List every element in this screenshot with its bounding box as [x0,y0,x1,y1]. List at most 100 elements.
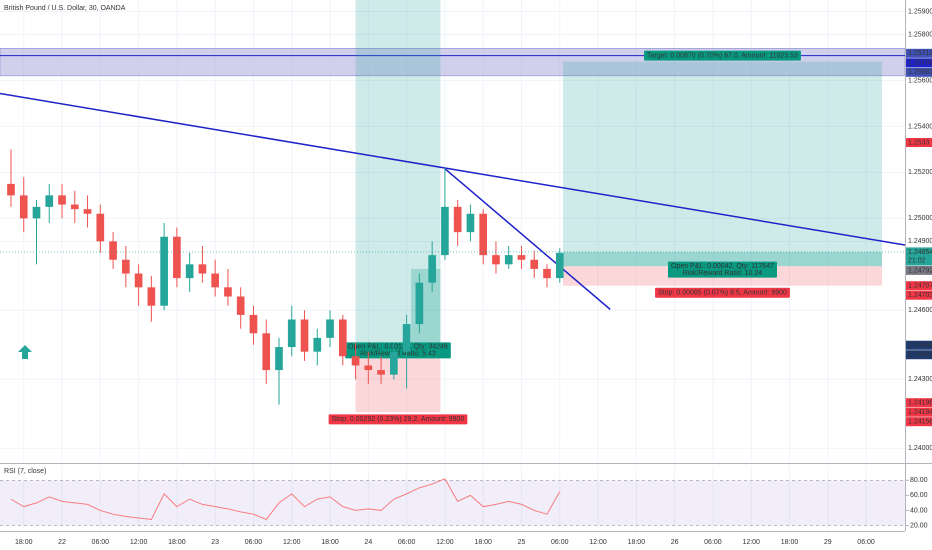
candle-body [377,370,385,375]
x-tick-label: 06:00 [398,539,416,546]
price-tag [906,407,932,417]
x-tick-label: 06:00 [245,539,263,546]
x-tick-label: 06:00 [551,539,569,546]
y-tick-label: 1.24600 [908,307,932,314]
open-pnl-area [411,268,441,347]
trend-line [444,168,611,310]
arrow-icon[interactable] [18,345,32,359]
candle-body [70,204,79,210]
position-label-box [667,261,778,278]
rsi-tick-label: 20.00 [910,522,928,529]
x-tick-label: 18:00 [15,539,33,546]
candle-body [198,264,207,274]
candle-body [211,273,220,288]
price-tag [906,265,932,275]
position-label: Risk/Reward Ratio: 5.43 [360,351,436,358]
position-label: Risk/Reward Ratio: 10.24 [683,270,762,277]
y-tick-label: 1.24300 [908,376,932,383]
countdown-label: 21:02 [908,257,926,264]
y-tick-label: 1.25600 [908,77,932,84]
x-tick-label: 18:00 [628,539,646,546]
candle-body [96,213,105,242]
candle-body [441,206,449,256]
target-area [355,0,441,347]
candle-body [428,255,436,283]
rsi-tick-label: 80.00 [910,477,928,484]
x-tick-label: 12:00 [742,539,760,546]
price-tag [906,290,932,300]
y-tick-label: 1.24900 [908,238,932,245]
price-tag-label: 1.24198 [908,400,932,407]
candle-body [224,287,232,297]
candle-body [185,264,194,279]
x-tick-label: 25 [518,539,526,546]
position-label: Open P&L: 0.00126, Qty: 34246 [348,344,448,351]
position-label-box [345,342,451,359]
y-tick-label: 1.25900 [908,8,932,15]
candle-body [530,259,539,269]
candle-body [338,319,347,357]
candle-body [122,259,130,274]
candle-body [109,241,117,260]
x-tick-label: 26 [671,539,679,546]
x-tick-label: 12:00 [130,539,148,546]
candle-body [236,296,245,315]
target-area [562,61,883,267]
y-tick-label: 1.25400 [908,123,932,130]
candle-body [504,255,513,265]
candle-body [147,287,156,306]
x-tick-label: 18:00 [781,539,799,546]
candle-body [479,213,488,256]
price-tag-label: 1.24854 [908,249,932,256]
price-tag [906,340,932,350]
candle-body [543,268,551,279]
candle-body [415,282,424,325]
y-tick-label: 1.25800 [908,31,932,38]
open-pnl-area [562,251,883,267]
candle-body [453,206,462,233]
y-tick-label: 1.25000 [908,215,932,222]
candle-body [313,337,322,352]
rsi-line [10,478,561,521]
price-tag-label: 1.24448 [908,342,932,349]
candle-body [364,365,373,371]
price-tag [906,350,932,360]
candle-body [19,195,28,219]
candle-body [173,236,181,279]
x-tick-label: 18:00 [474,539,492,546]
x-tick-label: 12:00 [436,539,454,546]
price-tag [906,48,932,58]
price-tag [906,398,932,408]
price-tag [906,417,932,427]
position-label-box [655,287,790,298]
rsi-tick-label: 60.00 [910,492,928,499]
candle-body [326,319,334,338]
position-label: Stop: 0.00292 (0.23%) 29.2, Amount: 9900 [332,416,465,423]
chart-title: British Pound / U.S. Dollar, 30, OANDA [4,5,126,12]
price-tag [906,247,932,266]
x-tick-label: 18:00 [168,539,186,546]
price-tag-label: 1.24156 [908,419,932,426]
price-tag-label: 1.25682 [908,69,932,76]
candle-body [32,206,41,219]
trend-line [0,92,906,246]
candle-body [160,236,168,306]
candle-body [262,333,271,371]
candle-body [466,213,475,233]
candle-body [300,319,309,352]
candle-body [492,255,500,265]
candle-body [402,324,411,352]
price-tag [906,58,932,68]
indicator-icon[interactable] [18,345,32,359]
price-tag-label: 1.25708 [908,60,932,67]
candle-body [287,319,296,348]
price-tag [906,67,932,77]
candle-body [134,273,143,288]
price-tag-label: 1.24707 [908,283,932,290]
x-tick-label: 24 [364,539,372,546]
y-tick-label: 1.24000 [908,445,932,452]
candle-body [517,255,526,260]
x-tick-label: 29 [824,539,832,546]
price-tag-label: 1.24792 [908,267,932,274]
